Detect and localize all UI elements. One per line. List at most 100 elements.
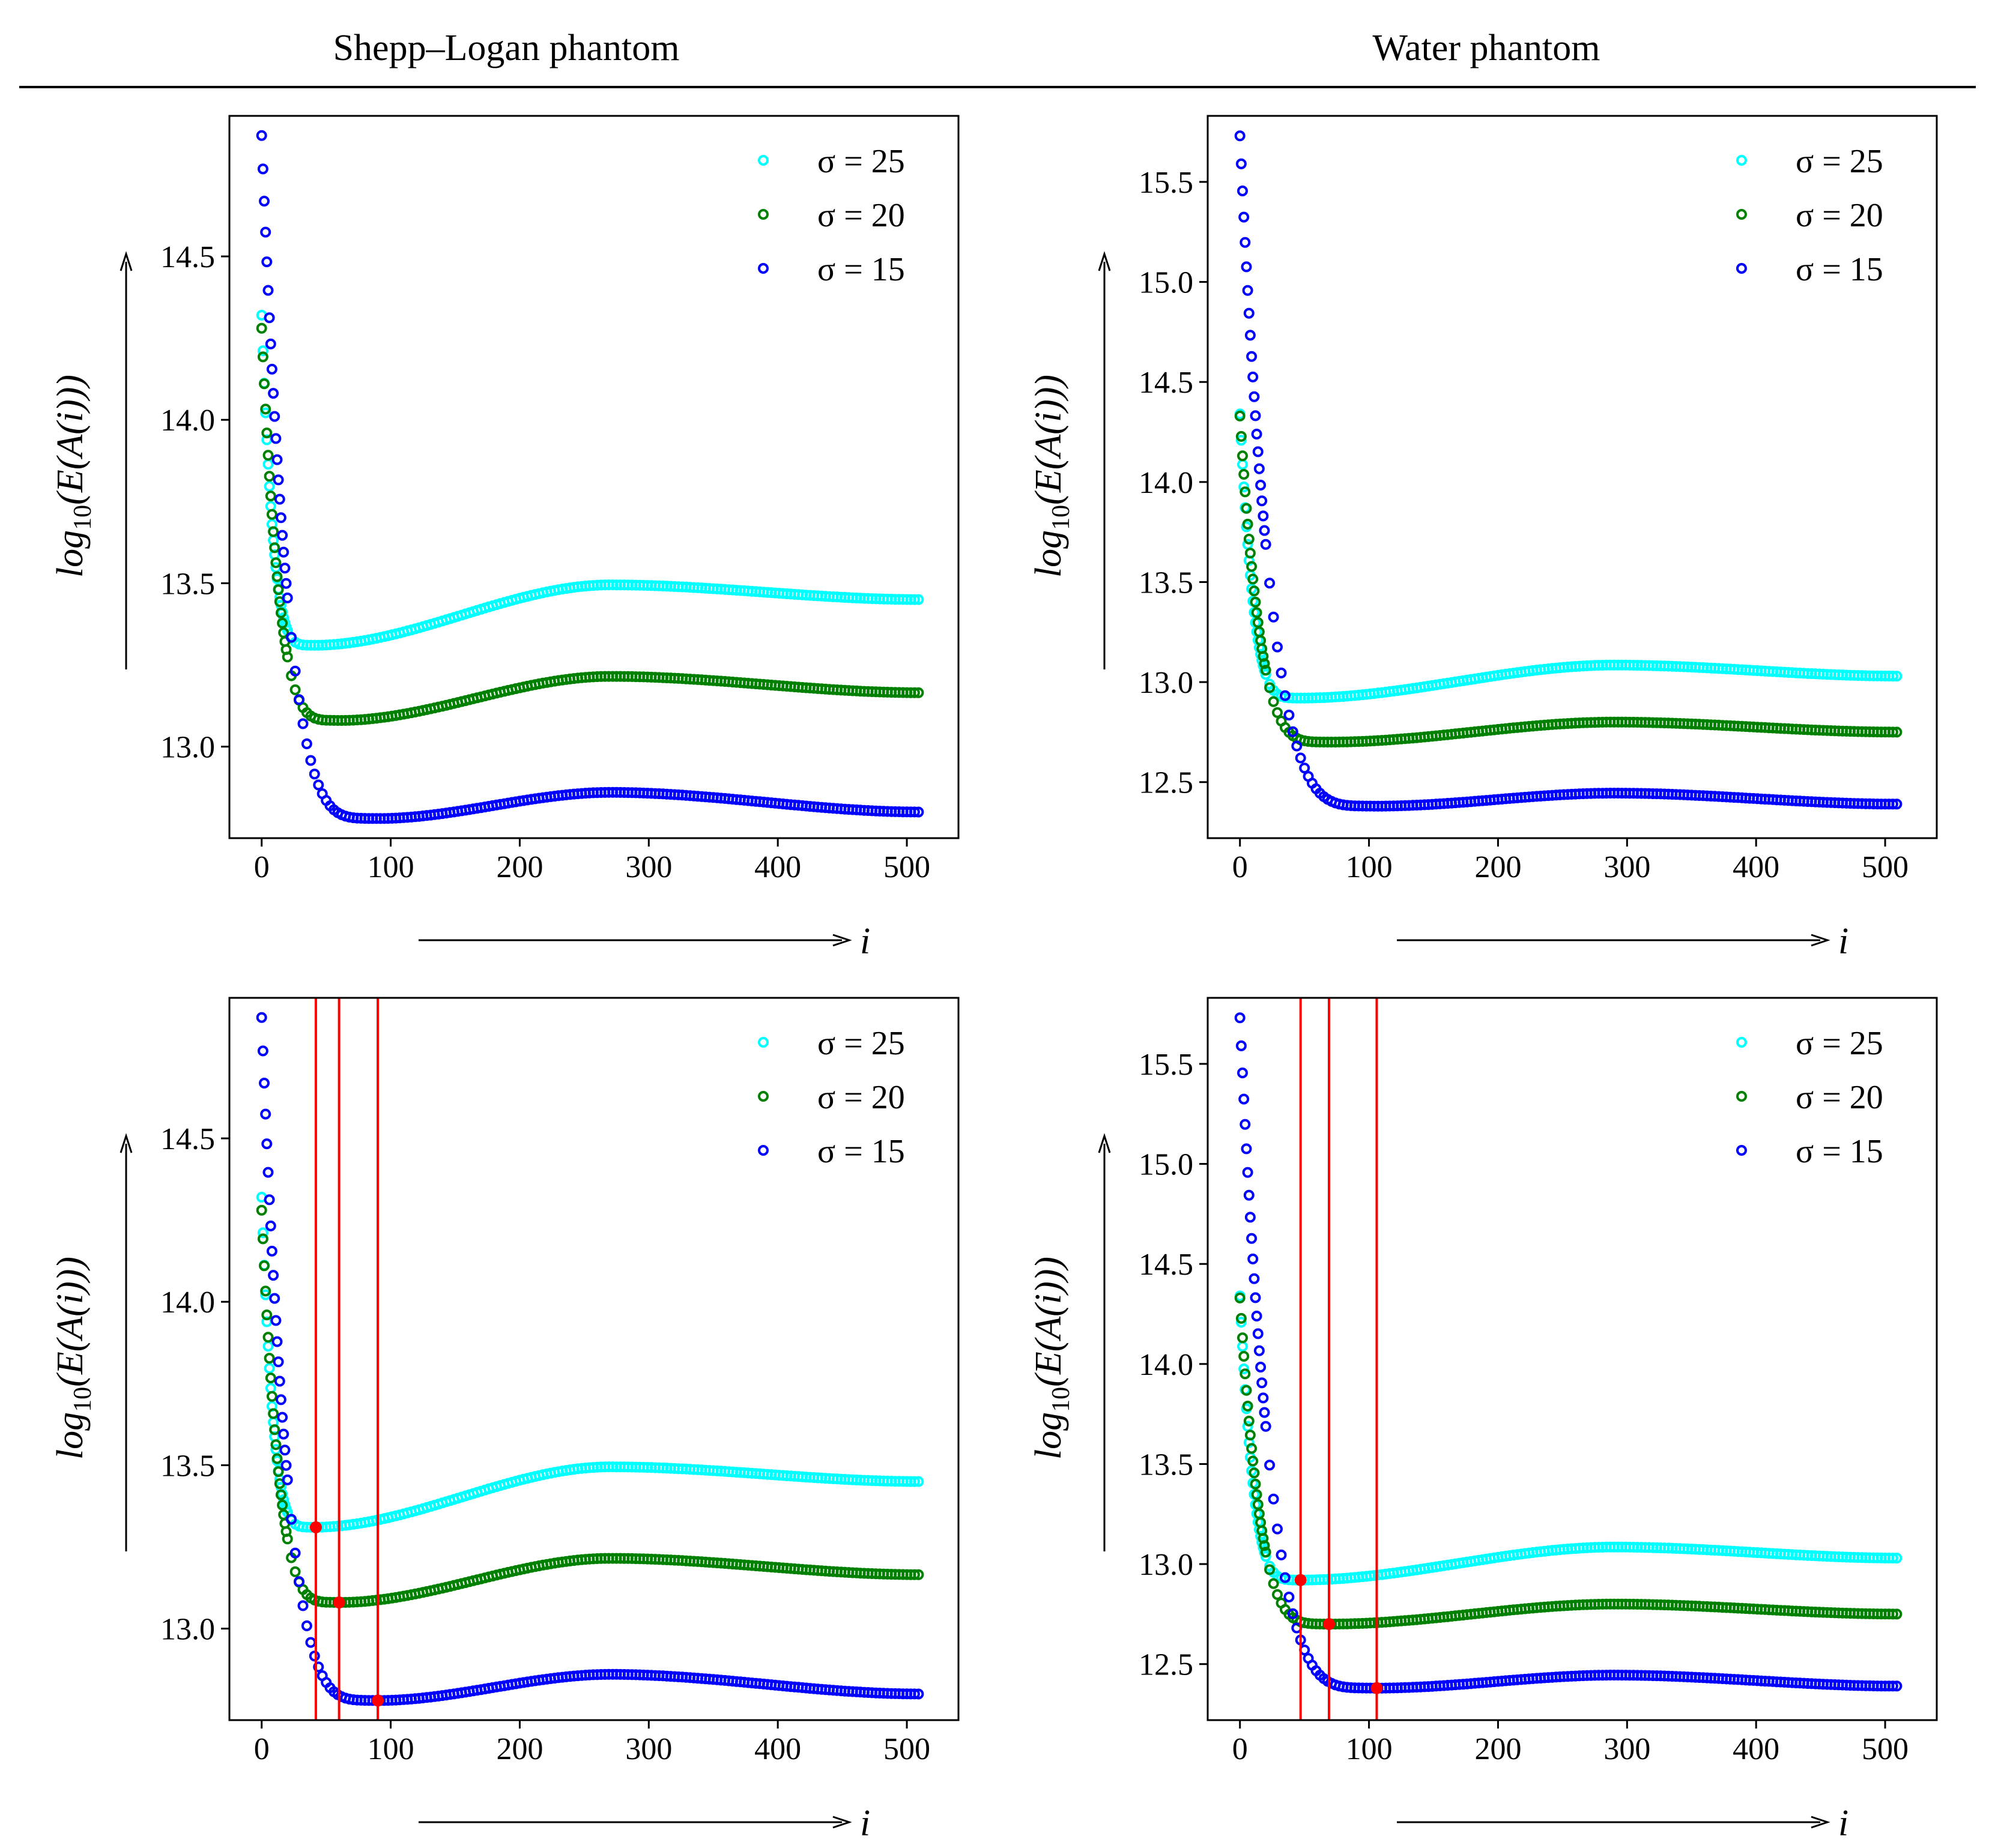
x-tick-label: 100 xyxy=(368,1732,414,1766)
data-point xyxy=(259,196,270,207)
data-point xyxy=(262,285,274,296)
data-point xyxy=(278,546,289,558)
data-point xyxy=(289,1547,301,1559)
data-point xyxy=(1287,726,1298,737)
x-tick-label: 400 xyxy=(1733,850,1779,884)
data-point xyxy=(257,163,268,175)
data-point xyxy=(270,1315,282,1326)
legend-label: σ = 15 xyxy=(817,251,905,288)
x-tick-label: 400 xyxy=(754,850,801,884)
data-point xyxy=(313,1661,324,1673)
data-point xyxy=(1237,459,1248,470)
legend-marker xyxy=(758,1091,769,1102)
data-point xyxy=(1237,1332,1248,1344)
data-point xyxy=(1249,1273,1260,1284)
data-point xyxy=(913,1688,924,1700)
data-point xyxy=(286,1514,297,1525)
series-sigma25-water-bottom xyxy=(1234,1290,1903,1586)
data-point xyxy=(273,474,284,486)
data-point xyxy=(289,665,301,677)
data-point xyxy=(909,1476,920,1487)
data-point xyxy=(1272,641,1283,653)
data-point xyxy=(266,1391,277,1402)
data-point xyxy=(1243,307,1255,319)
data-point xyxy=(1891,1608,1903,1620)
data-point xyxy=(909,594,920,605)
data-point xyxy=(1268,1578,1279,1589)
data-point xyxy=(266,509,277,520)
data-point xyxy=(1283,1592,1295,1602)
data-point xyxy=(269,411,280,422)
y-tick-label: 13.5 xyxy=(1139,1448,1193,1482)
data-point xyxy=(1235,430,1247,442)
data-point xyxy=(1264,1564,1276,1575)
x-axis-label: i xyxy=(1838,1803,1848,1844)
y-tick-label: 15.0 xyxy=(1139,266,1193,300)
x-tick-label: 400 xyxy=(1733,1732,1779,1766)
data-point xyxy=(1291,740,1303,752)
y-axis-arrowhead xyxy=(120,251,133,271)
legend-marker xyxy=(1736,155,1747,166)
data-point xyxy=(1235,1312,1247,1324)
data-point xyxy=(277,530,288,541)
data-point xyxy=(309,1650,320,1662)
data-point xyxy=(305,1637,316,1648)
data-point xyxy=(1253,1345,1265,1356)
data-point xyxy=(256,322,267,334)
min-marker xyxy=(1370,1682,1383,1694)
data-point xyxy=(294,694,304,705)
data-point xyxy=(1260,1551,1271,1562)
data-point xyxy=(273,1466,284,1478)
x-tick-label: 0 xyxy=(254,1732,270,1766)
data-point xyxy=(265,1372,276,1384)
data-point xyxy=(286,632,297,643)
data-point xyxy=(1268,611,1279,623)
min-marker xyxy=(333,1596,345,1609)
data-point xyxy=(909,806,920,818)
data-point xyxy=(1891,799,1903,810)
panel-water-top: 0 100 200 300 400 500 12.5 13.0 13.5 14.0 14.5 15.0… xyxy=(1028,115,1938,962)
y-tick-label: 13.5 xyxy=(160,567,215,601)
data-point xyxy=(282,1533,293,1545)
data-point xyxy=(1252,446,1264,457)
legend-label: σ = 20 xyxy=(1796,1079,1883,1116)
data-point xyxy=(1246,561,1258,572)
data-point xyxy=(1260,539,1271,550)
data-point xyxy=(289,1566,301,1577)
x-tick-label: 300 xyxy=(625,850,672,884)
data-point xyxy=(268,1408,279,1419)
data-point xyxy=(271,1453,283,1464)
data-point xyxy=(282,1474,293,1485)
y-axis-label: log10(E(A(i))) xyxy=(1028,1257,1075,1460)
legend-marker xyxy=(1736,263,1747,274)
min-marker xyxy=(309,1521,322,1533)
data-point xyxy=(1242,1167,1253,1178)
data-point xyxy=(271,454,283,465)
legend-label: σ = 20 xyxy=(817,1079,905,1116)
data-point xyxy=(270,433,282,444)
data-point xyxy=(913,594,924,605)
legend-marker xyxy=(758,263,769,274)
data-point xyxy=(1264,578,1276,589)
data-point xyxy=(274,1375,285,1387)
data-point xyxy=(305,755,316,766)
data-point xyxy=(297,1600,309,1611)
x-tick-label: 500 xyxy=(883,850,930,884)
legend-label: σ = 25 xyxy=(1796,1025,1883,1062)
x-axis-arrowhead xyxy=(832,934,852,947)
data-point xyxy=(279,1445,291,1456)
data-point xyxy=(282,651,293,663)
data-point xyxy=(1891,1680,1903,1692)
data-point xyxy=(297,718,309,729)
data-point xyxy=(1279,690,1291,701)
data-point xyxy=(259,378,270,390)
y-tick-label: 14.5 xyxy=(160,240,215,274)
data-point xyxy=(1256,1377,1268,1389)
data-point xyxy=(264,1363,275,1374)
y-tick-label: 15.0 xyxy=(1139,1148,1193,1182)
data-point xyxy=(1242,285,1253,296)
data-point xyxy=(1238,1363,1250,1374)
legend-label: σ = 15 xyxy=(1796,251,1883,288)
data-point xyxy=(1249,585,1260,597)
data-point xyxy=(1255,1362,1267,1372)
